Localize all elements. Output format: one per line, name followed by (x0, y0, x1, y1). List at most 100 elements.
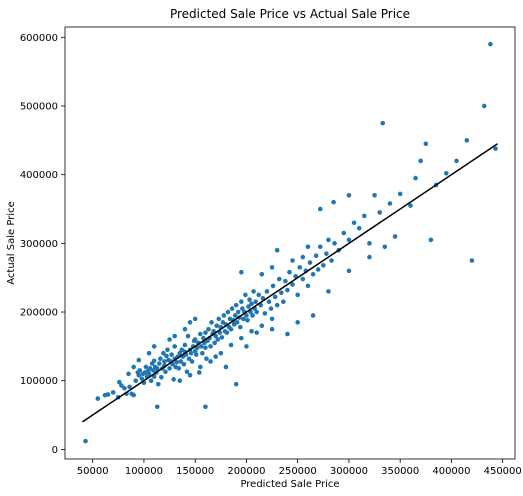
x-tick-label: 300000 (330, 466, 368, 477)
data-point (290, 258, 295, 263)
y-tick-label: 100000 (20, 376, 58, 387)
data-point (362, 213, 367, 219)
x-tick-label: 250000 (279, 466, 317, 477)
data-point (281, 299, 286, 305)
data-point (206, 326, 211, 332)
data-point (300, 276, 306, 282)
data-point (181, 361, 187, 367)
data-point (225, 309, 231, 315)
data-point (444, 170, 449, 176)
data-point (228, 342, 234, 348)
data-point (117, 379, 122, 385)
data-point (372, 192, 377, 198)
data-point (268, 306, 274, 311)
data-point (182, 342, 188, 348)
data-point (387, 201, 393, 206)
data-point (171, 377, 176, 382)
data-point (200, 350, 205, 356)
data-point (329, 258, 334, 263)
data-point (192, 316, 198, 322)
data-point (143, 364, 149, 370)
data-point (237, 324, 243, 330)
fit-line (82, 143, 498, 423)
data-point (367, 254, 372, 260)
data-point (315, 267, 321, 272)
data-point (239, 299, 244, 305)
data-point (332, 241, 337, 246)
data-point (310, 271, 316, 277)
data-point (208, 359, 213, 364)
data-point (167, 337, 172, 342)
x-axis-ticks: 50000 100000 150000 200000 250000 300000 35000… (77, 459, 522, 477)
data-point (321, 263, 326, 268)
data-point (464, 138, 470, 143)
data-point (346, 237, 352, 243)
data-point (155, 381, 161, 387)
x-tick-label: 100000 (125, 466, 163, 477)
data-point (234, 320, 240, 325)
data-point (199, 344, 204, 349)
data-point (454, 158, 459, 164)
data-point (203, 404, 208, 410)
data-point (215, 337, 221, 342)
data-point (163, 369, 168, 375)
data-point (137, 368, 143, 373)
x-tick-label: 150000 (176, 466, 214, 477)
data-point (274, 247, 280, 253)
y-tick-label: 300000 (20, 239, 58, 250)
data-point (232, 313, 238, 318)
data-point (228, 326, 234, 332)
data-point (165, 347, 170, 353)
data-point (317, 244, 323, 250)
data-point (244, 313, 249, 318)
data-point (408, 203, 413, 208)
data-point (146, 350, 152, 356)
chart-title: Predicted Sale Price vs Actual Sale Pric… (170, 7, 410, 21)
x-tick-label: 400000 (432, 466, 470, 477)
data-point (253, 299, 258, 305)
y-axis-label: Actual Sale Price (6, 201, 17, 285)
data-point (346, 192, 352, 198)
data-point (413, 175, 418, 181)
data-point (269, 316, 275, 322)
x-tick-label: 200000 (227, 466, 265, 477)
data-point (161, 350, 166, 356)
data-point (204, 356, 209, 362)
data-point (262, 311, 268, 316)
data-point (193, 352, 199, 357)
data-point (126, 371, 131, 377)
data-point (493, 146, 498, 151)
data-point (269, 265, 275, 270)
data-point (139, 376, 145, 381)
data-point (270, 283, 276, 289)
data-point (182, 326, 188, 332)
data-point (274, 302, 280, 308)
data-point (241, 316, 246, 322)
data-point (159, 374, 164, 380)
data-point (188, 350, 194, 356)
data-point (239, 269, 244, 275)
data-point (254, 330, 259, 335)
data-point (212, 340, 217, 346)
data-point (178, 359, 184, 364)
data-point (283, 278, 288, 284)
data-point (287, 269, 292, 275)
data-point (423, 141, 429, 147)
data-point (250, 313, 255, 318)
data-point (249, 301, 254, 307)
data-point (154, 366, 160, 371)
data-point (307, 260, 313, 265)
data-point (177, 350, 183, 356)
data-point (151, 344, 157, 349)
data-point (305, 283, 311, 289)
data-point (276, 276, 282, 282)
data-point (264, 289, 270, 294)
data-point (266, 299, 272, 305)
data-point (243, 292, 248, 298)
x-tick-label: 50000 (77, 466, 109, 477)
data-point (380, 120, 386, 126)
data-point (481, 103, 487, 109)
data-point (224, 330, 230, 335)
data-point (105, 392, 111, 397)
data-point (127, 384, 132, 390)
